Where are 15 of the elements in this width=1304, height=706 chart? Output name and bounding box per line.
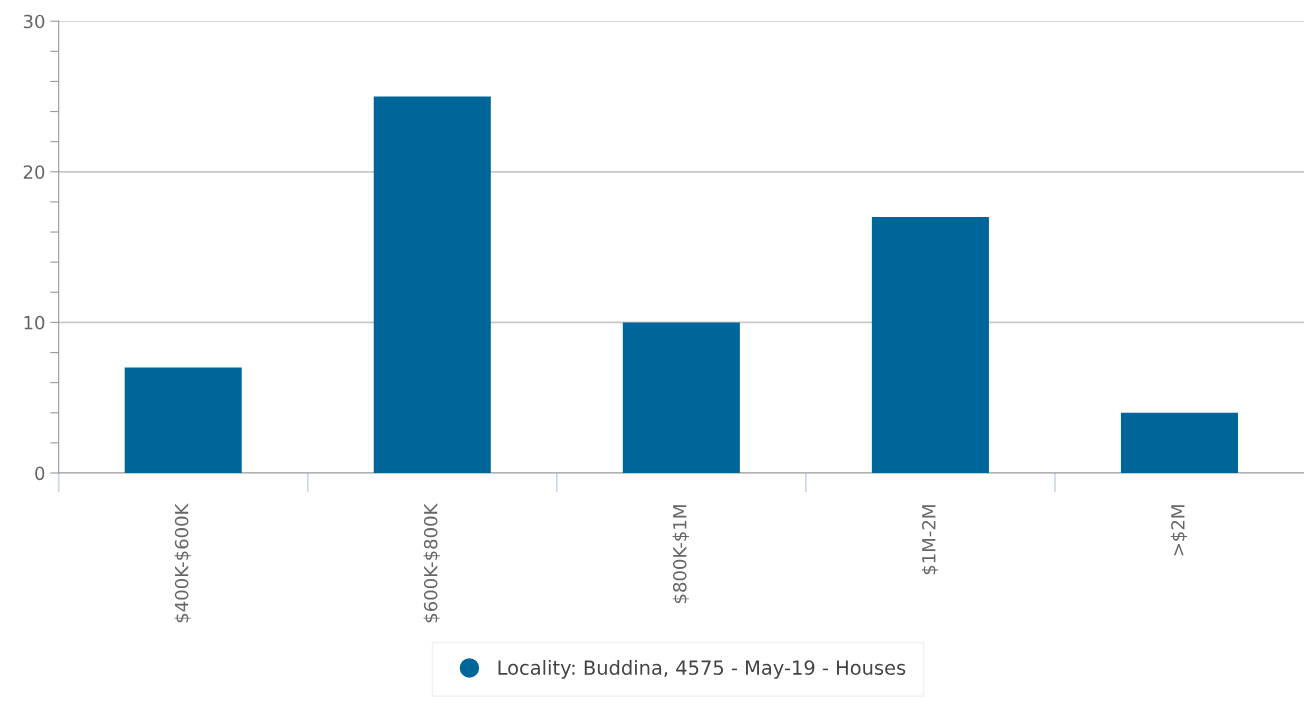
bar [124,367,242,474]
y-tick-label: 10 [24,315,45,330]
y-tick-label: 30 [23,14,45,29]
x-tick-label: $400K-$600K [174,503,191,623]
bar [622,322,740,474]
legend-label: Locality: Buddina, 4575 - May-19 - Houses [498,659,906,679]
bar [373,96,491,474]
y-tick-label: 20 [23,165,45,179]
y-tick-label: 0 [35,466,45,481]
x-tick-label: $1M-2M [921,505,939,575]
x-tick-label: $800K-$1M [672,505,689,604]
bar [1120,412,1238,474]
x-tick-label: >$2M [1170,505,1188,556]
x-tick-label: $600K-$800K [423,503,440,623]
bar [871,216,989,474]
